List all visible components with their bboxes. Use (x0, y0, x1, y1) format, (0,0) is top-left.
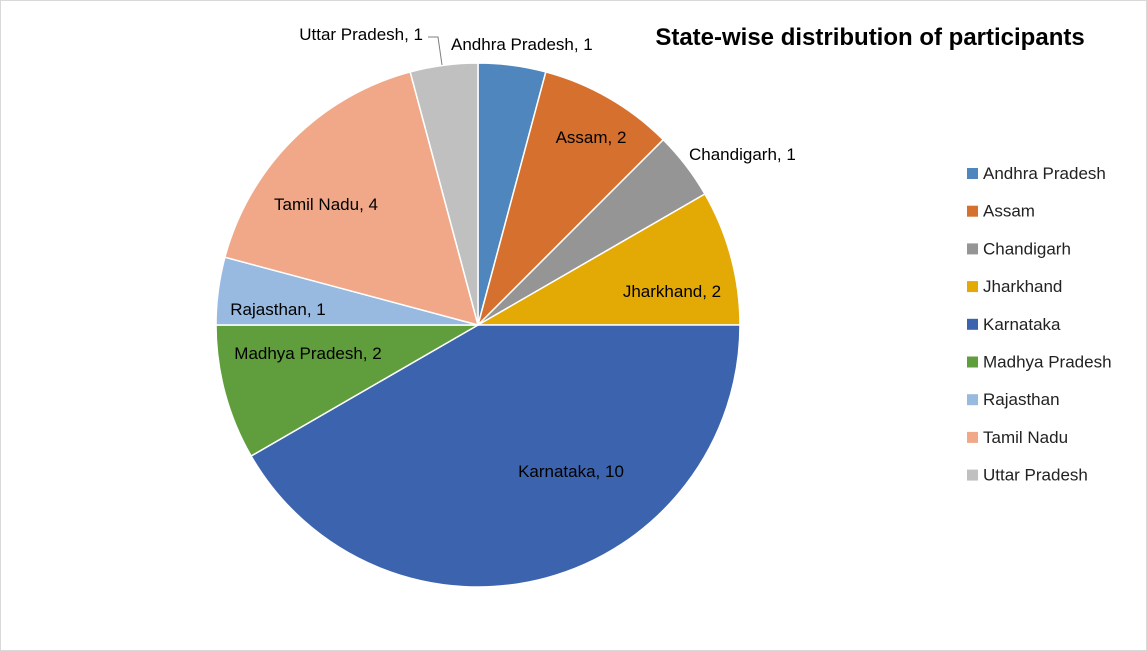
legend-label-jharkhand: Jharkhand (983, 277, 1062, 296)
legend-label-madhya-pradesh: Madhya Pradesh (983, 353, 1112, 372)
pie-slice-madhya-pradesh (215, 324, 481, 458)
legend-item-tamil-nadu: Tamil Nadu (967, 428, 1068, 447)
pie-slice-tamil-nadu (224, 71, 480, 327)
legend-item-jharkhand: Jharkhand (967, 277, 1062, 296)
legend-item-chandigarh: Chandigarh (967, 239, 1071, 258)
pie-slice-uttar-pradesh (409, 62, 479, 326)
pie-slice-assam (476, 71, 665, 328)
chart-title: State-wise distribution of participants (655, 24, 1084, 51)
legend-swatch-rajasthan (967, 394, 978, 406)
legend-label-tamil-nadu: Tamil Nadu (983, 428, 1068, 447)
data-label-chandigarh: Chandigarh, 1 (689, 145, 796, 164)
legend-label-karnataka: Karnataka (983, 315, 1061, 334)
legend-swatch-karnataka (967, 318, 978, 330)
legend-swatch-uttar-pradesh (967, 469, 978, 481)
legend-item-andhra-pradesh: Andhra Pradesh (967, 164, 1106, 183)
legend-swatch-assam (967, 205, 978, 217)
data-label-jharkhand: Jharkhand, 2 (623, 282, 721, 301)
data-label-assam: Assam, 2 (556, 128, 627, 147)
legend-label-assam: Assam (983, 202, 1035, 221)
data-label-andhra-pradesh: Andhra Pradesh, 1 (451, 35, 593, 54)
data-labels: Andhra Pradesh, 1 Assam, 2 Chandigarh, 1 Jh… (230, 25, 796, 481)
data-label-uttar-pradesh: Uttar Pradesh, 1 (299, 25, 423, 44)
legend-swatch-tamil-nadu (967, 431, 978, 443)
legend-swatch-madhya-pradesh (967, 356, 978, 368)
data-label-rajasthan: Rajasthan, 1 (230, 300, 325, 319)
pie-slice-jharkhand (475, 192, 741, 326)
legend-label-andhra-pradesh: Andhra Pradesh (983, 164, 1106, 183)
legend-swatch-andhra-pradesh (967, 168, 978, 179)
legend-label-rajasthan: Rajasthan (983, 390, 1060, 409)
legend-label-chandigarh: Chandigarh (983, 239, 1071, 258)
data-label-karnataka: Karnataka, 10 (518, 462, 624, 481)
legend-swatch-jharkhand (967, 281, 978, 293)
legend-item-uttar-pradesh: Uttar Pradesh (967, 466, 1088, 485)
legend-swatch-chandigarh (967, 243, 978, 255)
pie-slice-karnataka (250, 324, 741, 588)
data-label-tamil-nadu: Tamil Nadu, 4 (274, 195, 378, 214)
leader-line-uttar-pradesh (428, 36, 443, 66)
data-label-madhya-pradesh: Madhya Pradesh, 2 (234, 344, 381, 363)
pie-slices (215, 62, 741, 588)
legend-item-karnataka: Karnataka (967, 315, 1061, 334)
legend-label-uttar-pradesh: Uttar Pradesh (983, 466, 1088, 485)
legend-item-assam: Assam (967, 202, 1035, 221)
legend-item-madhya-pradesh: Madhya Pradesh (967, 353, 1112, 372)
legend: Andhra Pradesh Assam Chandigarh Jharkhand Ka… (967, 164, 1112, 485)
legend-item-rajasthan: Rajasthan (967, 390, 1060, 409)
